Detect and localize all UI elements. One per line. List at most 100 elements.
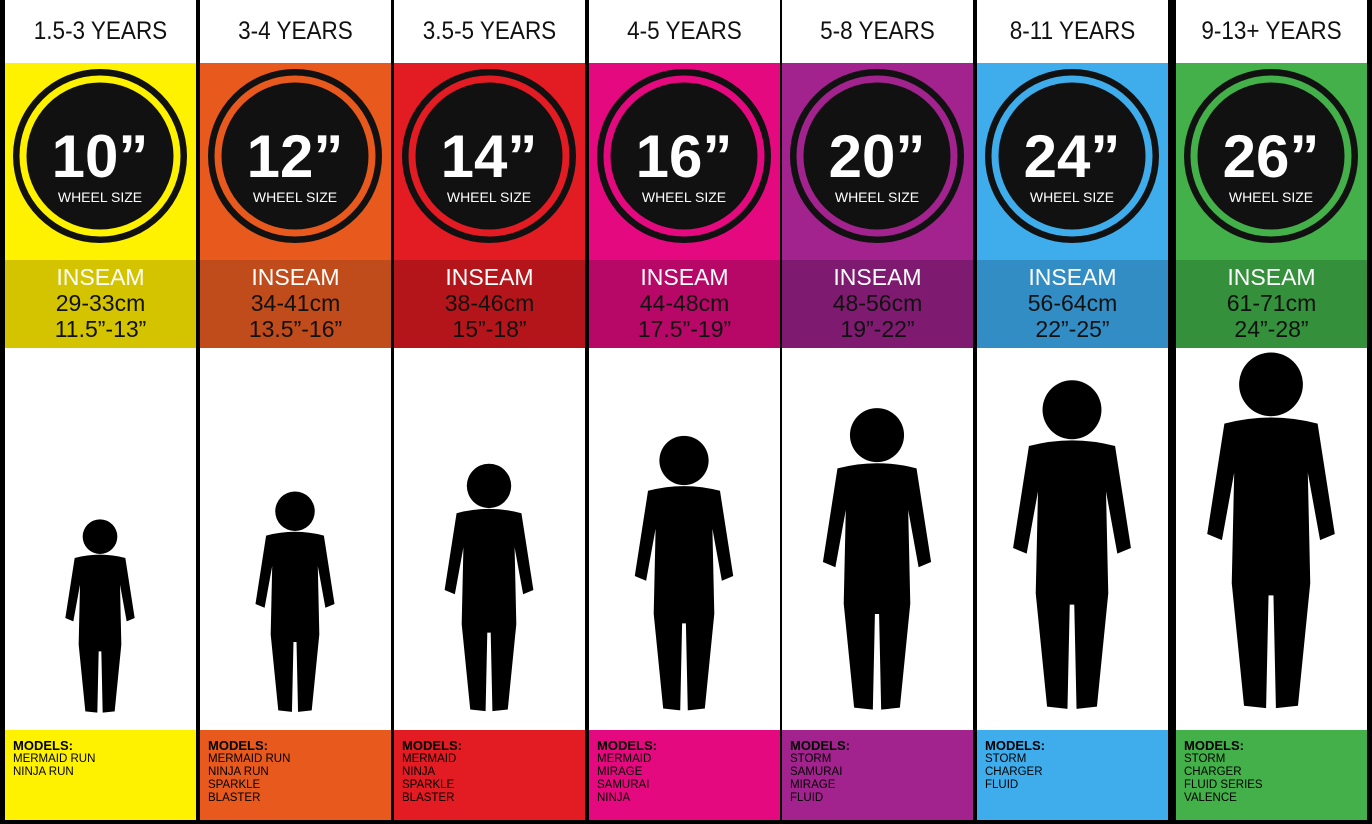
figure bbox=[255, 491, 335, 712]
size-column: 8-11 YEARS 24” WHEEL SIZE INSEAM 56-64cm 22”-… bbox=[977, 0, 1168, 820]
wheel-badge: 26”WHEEL SIZE bbox=[1184, 69, 1358, 243]
models-box: MODELS: STORM CHARGER FLUID bbox=[977, 730, 1168, 820]
head bbox=[1239, 352, 1303, 417]
figure bbox=[1207, 352, 1335, 709]
figure bbox=[444, 463, 534, 712]
wheel-size: 24” bbox=[1024, 123, 1121, 190]
wheel-size: 14” bbox=[441, 123, 538, 190]
inseam-box: INSEAM 48-56cm 19”-22” bbox=[782, 260, 973, 348]
age-range: 9-13+ YEARS bbox=[1201, 17, 1342, 45]
model-name: BLASTER bbox=[208, 792, 261, 804]
inseam-label: INSEAM bbox=[1028, 264, 1117, 290]
size-column: 5-8 YEARS 20” WHEEL SIZE INSEAM 48-56cm 19”-2… bbox=[782, 0, 973, 820]
model-name: FLUID bbox=[790, 792, 824, 804]
inseam-label: INSEAM bbox=[445, 264, 534, 290]
model-name: SPARKLE bbox=[208, 779, 261, 791]
wheel-size: 16” bbox=[636, 123, 733, 190]
inseam-in: 24”-28” bbox=[1234, 316, 1309, 342]
model-name: VALENCE bbox=[1184, 792, 1237, 804]
size-column: 9-13+ YEARS 26” WHEEL SIZE INSEAM 61-71cm 24”… bbox=[1176, 0, 1367, 820]
inseam-box: INSEAM 56-64cm 22”-25” bbox=[977, 260, 1168, 348]
wheel-label: WHEEL SIZE bbox=[1229, 189, 1313, 205]
body bbox=[1207, 417, 1335, 709]
head bbox=[1042, 380, 1102, 440]
head bbox=[659, 435, 709, 486]
inseam-in: 11.5”-13” bbox=[54, 316, 147, 342]
inseam-cm: 48-56cm bbox=[832, 290, 923, 316]
inseam-cm: 38-46cm bbox=[444, 290, 535, 316]
models-box: MODELS: MERMAID RUN NINJA RUN SPARKLE BLASTE… bbox=[200, 730, 391, 820]
model-name: STORM bbox=[1184, 753, 1226, 765]
model-name: NINJA bbox=[597, 792, 631, 804]
inseam-in: 13.5”-16” bbox=[248, 316, 343, 342]
silhouette bbox=[1207, 352, 1335, 709]
inseam-box: INSEAM 44-48cm 17.5”-19” bbox=[589, 260, 780, 348]
inseam-cm: 29-33cm bbox=[55, 290, 146, 316]
models-box: MODELS: MERMAID NINJA SPARKLE BLASTER bbox=[394, 730, 585, 820]
age-range: 4-5 YEARS bbox=[627, 17, 742, 45]
model-name: MERMAID RUN bbox=[208, 753, 291, 765]
models-label: MODELS: bbox=[208, 738, 268, 753]
silhouette bbox=[634, 435, 734, 711]
wheel-band: 24” WHEEL SIZE bbox=[977, 63, 1168, 260]
model-name: MERMAID bbox=[402, 753, 457, 765]
model-name: CHARGER bbox=[985, 766, 1043, 778]
inseam-box: INSEAM 61-71cm 24”-28” bbox=[1176, 260, 1367, 348]
model-name: FLUID SERIES bbox=[1184, 779, 1263, 791]
wheel-label: WHEEL SIZE bbox=[1030, 189, 1114, 205]
body bbox=[634, 486, 734, 711]
wheel-band: 14” WHEEL SIZE bbox=[394, 63, 585, 260]
model-name: SAMURAI bbox=[597, 779, 650, 791]
age-range: 3-4 YEARS bbox=[238, 17, 353, 45]
models-label: MODELS: bbox=[985, 738, 1045, 753]
models-label: MODELS: bbox=[1184, 738, 1244, 753]
silhouette bbox=[444, 463, 534, 712]
model-name: SPARKLE bbox=[402, 779, 455, 791]
wheel-band: 20” WHEEL SIZE bbox=[782, 63, 973, 260]
model-name: NINJA RUN bbox=[13, 766, 74, 778]
inseam-in: 22”-25” bbox=[1035, 316, 1110, 342]
head bbox=[82, 519, 118, 554]
wheel-size: 20” bbox=[829, 123, 926, 190]
wheel-size: 26” bbox=[1223, 123, 1320, 190]
body bbox=[1013, 440, 1131, 709]
body bbox=[444, 508, 534, 712]
age-range: 8-11 YEARS bbox=[1009, 17, 1136, 45]
inseam-box: INSEAM 34-41cm 13.5”-16” bbox=[200, 260, 391, 348]
wheel-badge: 24”WHEEL SIZE bbox=[985, 69, 1159, 243]
ring bbox=[19, 75, 181, 237]
models-label: MODELS: bbox=[790, 738, 850, 753]
models-label: MODELS: bbox=[597, 738, 657, 753]
inseam-cm: 44-48cm bbox=[639, 290, 730, 316]
age-range: 1.5-3 YEARS bbox=[33, 17, 168, 45]
wheel-badge: 20”WHEEL SIZE bbox=[790, 69, 964, 243]
size-column: 4-5 YEARS 16” WHEEL SIZE INSEAM 44-48cm 17.5”… bbox=[589, 0, 780, 820]
inseam-in: 15”-18” bbox=[452, 316, 527, 342]
wheel-label: WHEEL SIZE bbox=[253, 189, 337, 205]
silhouette bbox=[1013, 380, 1131, 709]
figure bbox=[1013, 380, 1131, 709]
wheel-size: 12” bbox=[247, 123, 344, 190]
wheel-band: 16” WHEEL SIZE bbox=[589, 63, 780, 260]
model-name: MIRAGE bbox=[790, 779, 836, 791]
model-name: FLUID bbox=[985, 779, 1019, 791]
model-name: CHARGER bbox=[1184, 766, 1242, 778]
body bbox=[822, 463, 932, 710]
head bbox=[466, 463, 512, 509]
figure bbox=[65, 519, 135, 713]
figure bbox=[822, 408, 932, 710]
inseam-cm: 61-71cm bbox=[1226, 290, 1317, 316]
model-name: MERMAID bbox=[597, 753, 652, 765]
ring bbox=[1190, 75, 1352, 237]
model-name: NINJA bbox=[402, 766, 436, 778]
age-range: 5-8 YEARS bbox=[820, 17, 935, 45]
head bbox=[849, 408, 905, 463]
wheel-label: WHEEL SIZE bbox=[58, 189, 142, 205]
wheel-badge: 16”WHEEL SIZE bbox=[597, 69, 771, 243]
models-label: MODELS: bbox=[13, 738, 73, 753]
silhouette bbox=[822, 408, 932, 710]
inseam-label: INSEAM bbox=[1227, 264, 1316, 290]
figure bbox=[634, 435, 734, 711]
